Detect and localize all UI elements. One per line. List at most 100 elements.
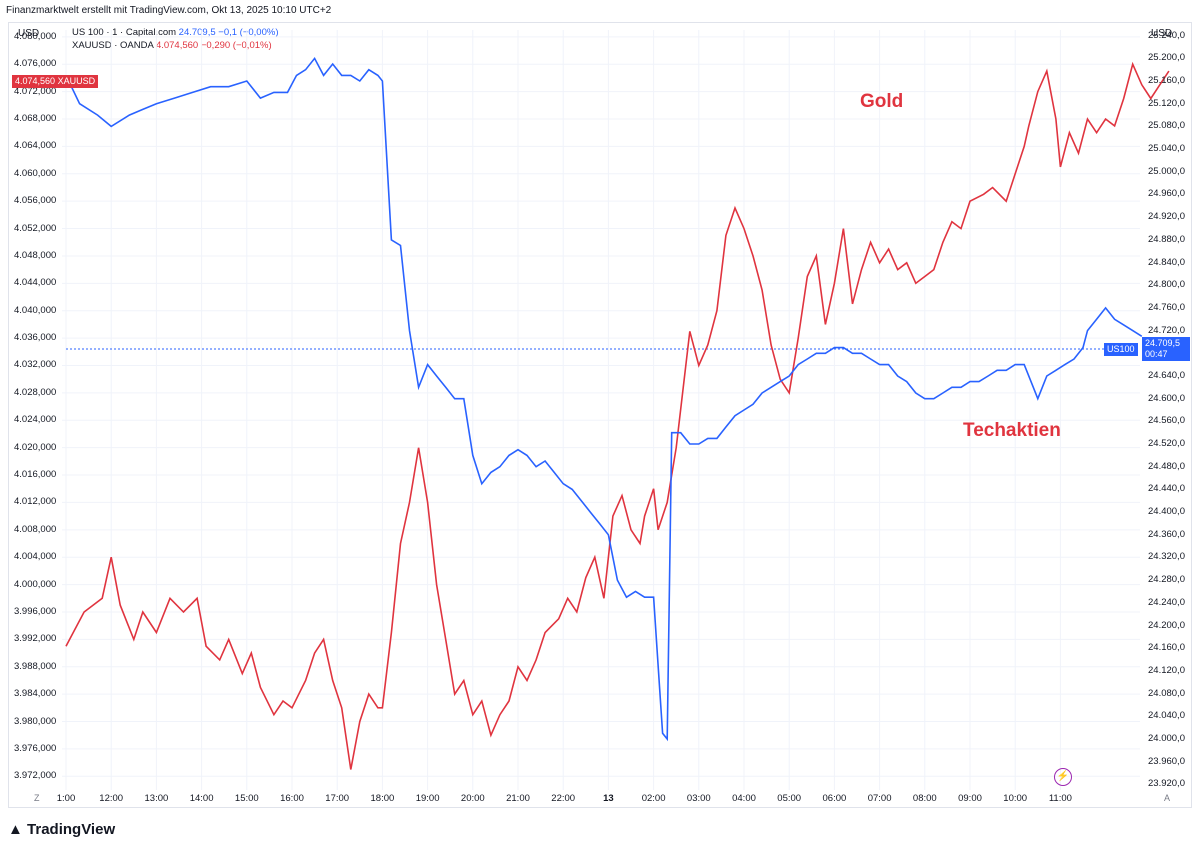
left-tick-label: 4.040,000 [14, 304, 57, 316]
gold-annotation: Gold [860, 91, 904, 112]
right-tick-label: 24.840,0 [1148, 256, 1185, 268]
left-tick-label: 4.024,000 [14, 414, 57, 426]
us100-price-tag-countdown: 00:47 [1145, 349, 1168, 359]
left-tick-label: 3.992,000 [14, 633, 57, 645]
right-tick-label: 23.920,0 [1148, 778, 1185, 790]
tradingview-logo-text: TradingView [27, 821, 116, 838]
right-tick-label: 24.600,0 [1148, 392, 1185, 404]
time-tick-label: 21:00 [506, 793, 530, 804]
right-tick-label: 25.040,0 [1148, 143, 1185, 155]
time-tick-label: 10:00 [1003, 793, 1028, 804]
left-tick-label: 4.080,000 [14, 30, 57, 42]
right-tick-label: 24.120,0 [1148, 664, 1185, 676]
time-tick-label: 1:00 [56, 793, 76, 804]
tradingview-mark-icon: ▲ [8, 821, 23, 838]
right-tick-label: 24.440,0 [1148, 483, 1185, 495]
legend-us100-change: −0,1 (−0,00%) [218, 27, 279, 38]
right-tick-label: 25.160,0 [1148, 75, 1185, 87]
right-tick-label: 24.640,0 [1148, 369, 1185, 381]
left-tick-label: 4.064,000 [14, 140, 57, 152]
xauusd-series-line [65, 61, 1170, 770]
left-axis-unit: USD [18, 28, 40, 39]
left-tick-label: 3.976,000 [14, 742, 57, 754]
time-tick-label: 22:00 [551, 793, 576, 804]
left-tick-label: 4.036,000 [14, 332, 57, 344]
legend-xau[interactable]: XAUUSD · OANDA 4.074,560 −0,290 (−0,01%) [72, 39, 279, 52]
legend-xau-value: 4.074,560 [155, 40, 199, 51]
lightning-icon[interactable]: ⚡ [1054, 768, 1072, 786]
right-tick-label: 24.400,0 [1148, 506, 1185, 518]
left-tick-label: 3.972,000 [14, 770, 57, 782]
right-tick-label: 23.960,0 [1148, 755, 1185, 767]
time-tick-label: 06:00 [822, 793, 847, 804]
right-tick-label: 25.000,0 [1148, 165, 1185, 177]
right-tick-label: 24.160,0 [1148, 642, 1185, 654]
left-tick-label: 4.068,000 [14, 113, 57, 124]
right-tick-label: 24.360,0 [1148, 528, 1185, 540]
time-tick-label: 03:00 [686, 793, 711, 804]
timezone-toggle[interactable]: Z [34, 793, 40, 803]
time-tick-label: 11:00 [1048, 793, 1072, 804]
right-tick-label: 25.080,0 [1148, 120, 1185, 132]
left-tick-label: 4.044,000 [14, 277, 57, 289]
legend-xau-name: XAUUSD · OANDA [72, 40, 154, 51]
legend-xau-change: −0,290 (−0,01%) [200, 40, 272, 51]
chart-legend[interactable]: US 100 · 1 · Capital.com 24.709,5 −0,1 (… [72, 26, 279, 52]
tradingview-logo: ▲ TradingView [8, 821, 115, 838]
right-tick-label: 24.200,0 [1148, 619, 1185, 631]
time-tick-label: 17:00 [325, 793, 350, 804]
left-tick-label: 3.988,000 [14, 660, 57, 672]
right-tick-label: 24.880,0 [1148, 233, 1185, 245]
left-tick-label: 3.984,000 [14, 688, 57, 700]
auto-scale-toggle[interactable]: A [1164, 793, 1171, 803]
right-tick-label: 24.800,0 [1148, 279, 1185, 291]
right-tick-label: 24.280,0 [1148, 574, 1185, 586]
tech-annotation: Techaktien [963, 420, 1061, 441]
right-tick-label: 25.240,0 [1148, 29, 1185, 41]
right-tick-label: 24.760,0 [1148, 301, 1185, 313]
time-tick-label: 14:00 [189, 793, 214, 804]
left-tick-label: 4.000,000 [14, 578, 57, 590]
legend-us100-name: US 100 · 1 · Capital.com [72, 27, 177, 38]
time-tick-label: 08:00 [912, 793, 937, 804]
xau-price-tag: 4.074,560 XAUUSD [12, 75, 99, 88]
right-tick-label: 25.120,0 [1148, 97, 1185, 109]
left-tick-label: 4.052,000 [14, 222, 57, 234]
right-tick-label: 24.520,0 [1148, 438, 1185, 450]
left-tick-label: 4.028,000 [14, 386, 57, 398]
time-tick-label: 20:00 [460, 793, 485, 804]
right-tick-label: 24.920,0 [1148, 211, 1185, 223]
right-tick-label: 24.960,0 [1148, 188, 1185, 200]
left-tick-label: 4.032,000 [14, 359, 57, 371]
time-tick-label: 09:00 [958, 793, 982, 804]
time-tick-label: 05:00 [777, 793, 802, 804]
us100-price-tag-value: 24.709,5 [1145, 338, 1181, 348]
us100-price-tag: 24.709,5 00:47 [1142, 337, 1190, 361]
left-tick-label: 4.008,000 [14, 523, 57, 535]
left-tick-label: 4.020,000 [14, 441, 57, 453]
right-tick-label: 24.040,0 [1148, 710, 1185, 722]
xau-price-tag-symbol: XAUUSD [57, 76, 96, 86]
time-tick-label: 13:00 [144, 793, 169, 804]
left-tick-label: 4.076,000 [14, 58, 57, 70]
right-tick-label: 24.480,0 [1148, 460, 1185, 472]
right-tick-label: 24.000,0 [1148, 732, 1185, 744]
time-tick-label: 19:00 [415, 793, 440, 804]
time-tick-label: 12:00 [99, 793, 124, 804]
left-tick-label: 4.016,000 [14, 469, 57, 481]
legend-us100[interactable]: US 100 · 1 · Capital.com 24.709,5 −0,1 (… [72, 26, 279, 39]
right-tick-label: 24.320,0 [1148, 551, 1185, 563]
xau-price-tag-value: 4.074,560 [15, 76, 56, 86]
right-axis-unit: USD [1151, 28, 1173, 39]
time-tick-label: 15:00 [234, 793, 259, 804]
time-tick-label: 16:00 [280, 793, 304, 804]
left-tick-label: 4.056,000 [14, 195, 57, 207]
left-tick-label: 4.072,000 [14, 85, 57, 97]
right-tick-label: 24.080,0 [1148, 687, 1185, 699]
right-tick-label: 25.200,0 [1148, 52, 1185, 64]
left-tick-label: 4.004,000 [14, 551, 57, 563]
us100-symbol-tag: US100 [1104, 343, 1138, 356]
time-tick-label: 04:00 [732, 793, 756, 804]
grid-lines [62, 30, 1140, 790]
